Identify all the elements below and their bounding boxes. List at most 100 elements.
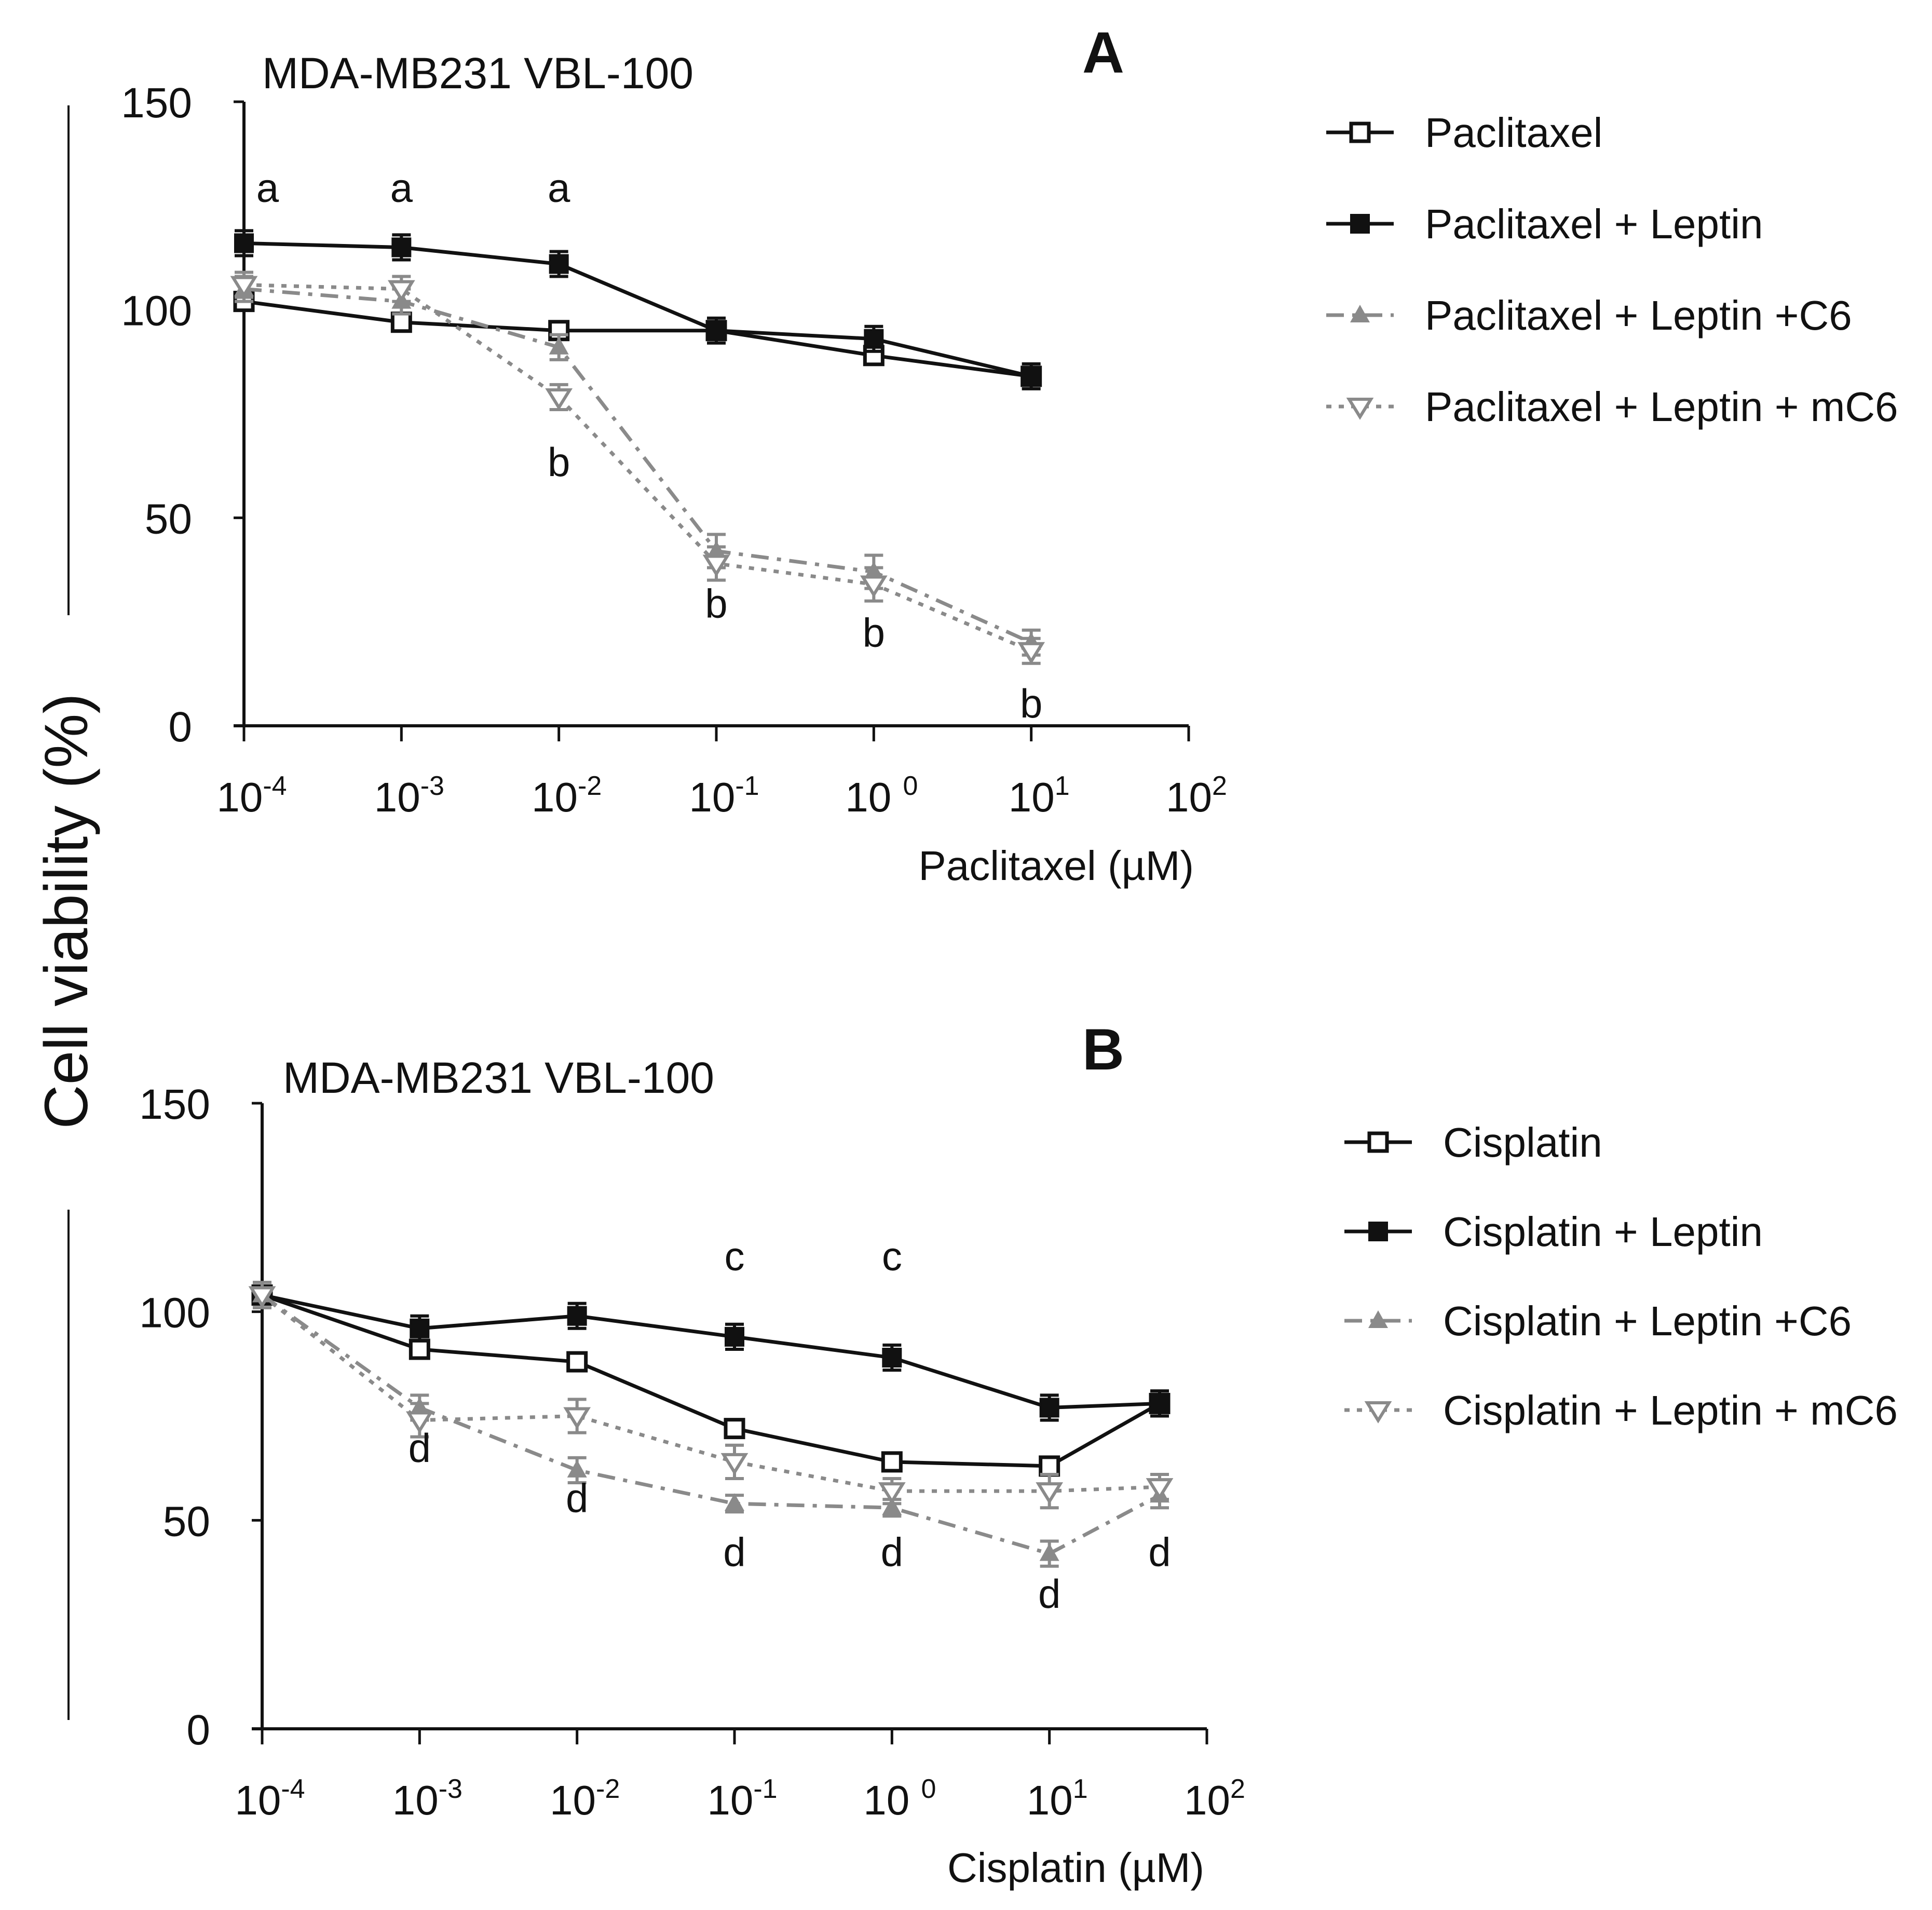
x-tick-exponent: -1 (753, 1774, 777, 1804)
legend-entry: Cisplatin + Leptin (1344, 1209, 1763, 1255)
legend-marker (1350, 305, 1370, 322)
x-tick-base: 10 (550, 1777, 596, 1823)
series-line (243, 283, 1032, 653)
x-tick-label: 10-3 (374, 771, 444, 820)
legend-label: Paclitaxel + Leptin +C6 (1425, 292, 1852, 338)
legend-entry: Paclitaxel + Leptin +C6 (1326, 292, 1852, 338)
data-point (567, 1306, 587, 1326)
y-tick-label: 50 (145, 495, 192, 543)
x-tick-exponent: 0 (903, 771, 918, 801)
legend-entry: Cisplatin + Leptin +C6 (1344, 1298, 1852, 1344)
legend-marker (1350, 214, 1370, 234)
data-point (1039, 1455, 1060, 1477)
x-tick-exponent: 0 (921, 1774, 936, 1804)
chart-title: MDA-MB231 VBL-100 (262, 49, 693, 98)
series-0 (233, 291, 1042, 387)
series-0 (251, 1281, 1171, 1477)
series-line (243, 241, 1032, 378)
x-tick-base: 10 (532, 774, 578, 820)
legend-label: Cisplatin + Leptin + mC6 (1443, 1387, 1898, 1433)
series-3 (230, 270, 1045, 665)
legend-entry: Cisplatin + Leptin + mC6 (1344, 1387, 1898, 1433)
y-tick-label: 0 (168, 703, 192, 751)
legend-label: Cisplatin (1443, 1119, 1602, 1166)
y-axis-label: Cell viability (%) (32, 693, 101, 1129)
y-tick-label: 150 (121, 79, 192, 127)
significance-letter: b (863, 610, 885, 656)
data-point (1036, 1482, 1064, 1505)
y-tick-label: 50 (163, 1498, 210, 1545)
significance-letter: b (548, 439, 570, 485)
data-point (1017, 642, 1045, 665)
x-tick-exponent: -4 (281, 1774, 305, 1804)
x-tick-label: 101 (1009, 771, 1070, 820)
x-tick-exponent: -4 (263, 771, 287, 801)
series-3 (248, 1281, 1174, 1510)
significance-letter: a (390, 165, 413, 210)
x-tick-base: 10 (689, 774, 735, 820)
legend-marker (1367, 1131, 1389, 1153)
x-tick-base: 10 (374, 774, 420, 820)
x-tick-base: 10 (707, 1777, 753, 1823)
data-point (882, 1348, 902, 1368)
x-tick-exponent: -1 (735, 771, 759, 801)
legend-marker (1368, 1310, 1388, 1328)
x-tick-label: 102 (1184, 1774, 1245, 1823)
series-2 (234, 275, 1041, 657)
y-tick-label: 100 (139, 1290, 210, 1337)
significance-letter: b (1020, 681, 1042, 726)
x-tick-base: 10 (1184, 1777, 1230, 1823)
legend-entry: Paclitaxel + Leptin (1326, 201, 1763, 247)
data-point (390, 311, 412, 333)
x-tick-exponent: -3 (420, 771, 444, 801)
x-tick-base: 10 (216, 774, 263, 820)
data-point (563, 1407, 591, 1430)
significance-letter: a (548, 165, 570, 210)
x-tick-exponent: 1 (1055, 771, 1070, 801)
legend-marker (1349, 121, 1371, 143)
x-tick-exponent: 2 (1212, 771, 1227, 801)
series-1 (234, 229, 1041, 390)
y-tick-label: 100 (121, 288, 192, 335)
significance-letter: a (256, 165, 279, 210)
x-tick-base: 10 (863, 1777, 921, 1823)
legend-label: Cisplatin + Leptin (1443, 1209, 1763, 1255)
x-tick-label: 10 0 (845, 771, 918, 820)
data-point (230, 276, 258, 299)
significance-letter: c (882, 1233, 902, 1279)
x-tick-base: 10 (235, 1777, 281, 1823)
x-axis-label: Cisplatin (µM) (947, 1845, 1204, 1891)
data-point (409, 1338, 430, 1360)
series-line (243, 287, 1032, 644)
significance-letter: d (409, 1425, 431, 1471)
data-point (724, 1418, 745, 1440)
data-point (864, 329, 884, 349)
data-point (882, 1497, 902, 1515)
x-tick-label: 10 0 (863, 1774, 936, 1823)
data-point (391, 237, 412, 258)
data-point (702, 554, 730, 577)
significance-letter: d (1148, 1529, 1171, 1575)
x-tick-label: 10-4 (235, 1774, 305, 1823)
chart-title: MDA-MB231 VBL-100 (283, 1053, 714, 1102)
x-tick-label: 10-4 (216, 771, 287, 820)
x-tick-base: 10 (845, 774, 903, 820)
x-tick-exponent: 2 (1230, 1774, 1245, 1804)
legend-marker (1346, 398, 1374, 420)
significance-letter: d (723, 1529, 745, 1575)
data-point (725, 1326, 744, 1347)
x-tick-label: 102 (1166, 771, 1227, 820)
x-tick-label: 10-2 (532, 771, 602, 820)
data-point (567, 1459, 587, 1478)
series-line (261, 1293, 1161, 1468)
panel-label: A (1082, 20, 1124, 85)
significance-letter: c (725, 1233, 745, 1279)
x-tick-exponent: -2 (578, 771, 602, 801)
x-tick-base: 10 (1009, 774, 1055, 820)
x-tick-base: 10 (1166, 774, 1212, 820)
y-tick-label: 0 (186, 1706, 210, 1754)
legend-marker (1364, 1401, 1392, 1424)
data-point (248, 1286, 276, 1309)
data-point (1039, 1398, 1059, 1418)
